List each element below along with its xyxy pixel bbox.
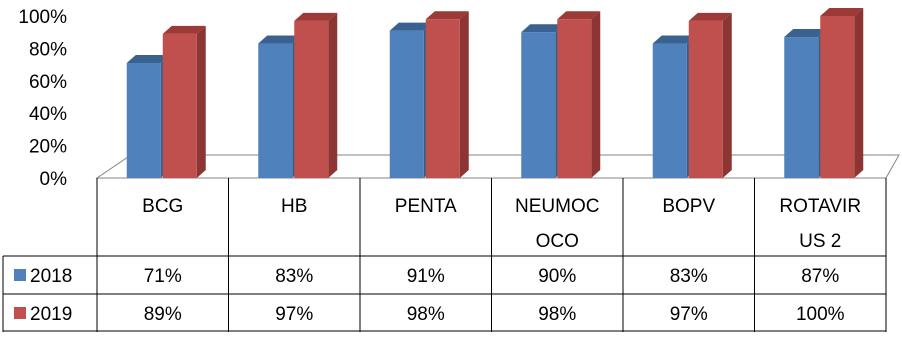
data-label-2019-1: 97%: [275, 304, 313, 325]
chart-floor: [95, 154, 900, 179]
bar-2018-5: [784, 37, 819, 179]
bar-2019-5: [820, 16, 855, 178]
bar-2019-0-side: [196, 25, 206, 178]
bar-2019-2-side: [459, 11, 469, 178]
category-label-4-line-0: BOPV: [662, 196, 715, 217]
data-label-2019-0: 89%: [144, 304, 182, 325]
category-label-3-line-0: NEUMOC: [515, 196, 599, 217]
bar-2019-1-side: [328, 12, 338, 178]
bar-2019-1-top: [294, 12, 338, 21]
category-label-0-line-0: BCG: [142, 196, 183, 217]
bar-2019-3: [557, 19, 592, 178]
data-label-2018-1: 83%: [275, 266, 313, 287]
bar-2018-4-top: [652, 35, 696, 44]
data-label-2019-5: 100%: [796, 304, 845, 325]
legend-label-2019: 2019: [30, 304, 72, 325]
data-label-2018-4: 83%: [670, 266, 708, 287]
bar-2019-0: [162, 33, 197, 178]
bar-2018-3: [521, 32, 556, 179]
data-label-2019-4: 97%: [670, 304, 708, 325]
bar-2019-4: [688, 20, 723, 178]
bar-2019-1: [294, 20, 329, 178]
bar-2018-1: [258, 43, 293, 178]
bar-2019-0-top: [162, 25, 206, 34]
y-tick-label-20pct: 20%: [29, 137, 67, 158]
data-label-2018-2: 91%: [407, 266, 445, 287]
y-tick-label-40pct: 40%: [29, 104, 67, 125]
category-label-5-line-1: US 2: [799, 231, 841, 252]
bar-2019-5-top: [820, 8, 864, 16]
bar-2018-4: [652, 43, 687, 178]
category-label-3-line-1: OCO: [536, 231, 579, 252]
bar-2018-3-top: [521, 24, 565, 33]
bar-2019-5-side: [854, 8, 864, 178]
bar-2019-3-top: [557, 11, 601, 20]
bar-2019-4-top: [688, 12, 732, 21]
bar-2018-2: [389, 30, 424, 178]
category-label-5-line-0: ROTAVIR: [779, 196, 861, 217]
bar-2018-0: [126, 62, 161, 179]
y-tick-label-0pct: 0%: [40, 169, 68, 190]
legend-label-2018: 2018: [30, 266, 72, 287]
data-label-2018-0: 71%: [144, 266, 182, 287]
legend-key-2019: [14, 307, 26, 319]
bar-2019-3-side: [591, 11, 601, 178]
category-label-1-line-0: HB: [281, 196, 307, 217]
bar-2019-4-side: [722, 12, 732, 178]
y-tick-label-80pct: 80%: [29, 39, 67, 60]
y-tick-label-100pct: 100%: [18, 7, 67, 28]
bar-2018-0-top: [126, 54, 170, 63]
bar-2019-2-top: [425, 11, 469, 20]
y-tick-label-60pct: 60%: [29, 72, 67, 93]
data-label-2019-3: 98%: [538, 304, 576, 325]
bar-2018-2-top: [389, 22, 433, 31]
bar-2018-5-top: [784, 29, 828, 38]
data-label-2019-2: 98%: [407, 304, 445, 325]
category-label-2-line-0: PENTA: [395, 196, 457, 217]
bar-2019-2: [425, 19, 460, 178]
legend-key-2018: [14, 269, 26, 281]
data-label-2018-5: 87%: [801, 266, 839, 287]
data-label-2018-3: 90%: [538, 266, 576, 287]
bar-2018-1-top: [258, 35, 302, 44]
